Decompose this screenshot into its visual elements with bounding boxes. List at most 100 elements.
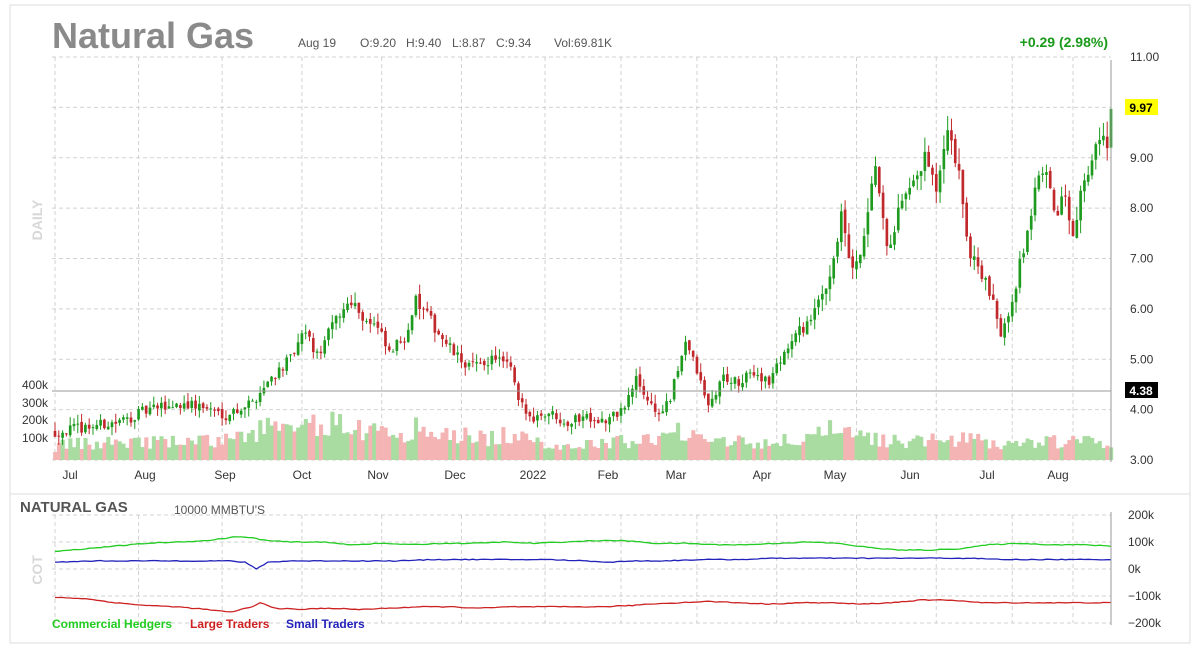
candle-body	[577, 414, 581, 422]
volume-bar	[140, 447, 145, 460]
time-tick-label: Nov	[367, 468, 388, 482]
candle-body	[327, 328, 330, 341]
volume-bar	[505, 442, 510, 460]
volume-bar	[429, 431, 434, 460]
volume-bar	[615, 436, 620, 460]
volume-bar	[748, 443, 753, 460]
volume-bar	[717, 438, 722, 460]
volume-bar	[60, 439, 65, 460]
candle-body	[820, 293, 824, 300]
volume-bar	[129, 438, 134, 460]
candle-body	[384, 330, 387, 347]
candle-body	[995, 300, 999, 319]
volume-bar	[269, 425, 274, 460]
candle-body	[953, 138, 957, 164]
candle-body	[1033, 187, 1037, 216]
volume-bar	[1090, 437, 1095, 460]
candle-body	[600, 418, 604, 423]
volume-bar	[121, 443, 126, 460]
candle-body	[425, 308, 429, 311]
volume-bar	[197, 435, 202, 460]
volume-bar	[189, 440, 194, 460]
candle-body	[528, 411, 532, 417]
candle-body	[198, 403, 201, 411]
candle-body	[171, 407, 175, 409]
candle-body	[608, 417, 611, 425]
volume-bar	[186, 437, 191, 460]
candle-body	[243, 407, 247, 410]
volume-bar	[182, 445, 187, 460]
volume-bar	[820, 435, 825, 460]
volume-bar	[394, 437, 400, 460]
volume-bar	[676, 422, 681, 460]
candle-body	[836, 241, 839, 257]
candle-body	[547, 413, 551, 417]
candle-body	[463, 362, 467, 368]
volume-bar	[277, 430, 282, 460]
volume-bar	[421, 426, 426, 460]
candle-body	[254, 401, 258, 403]
candle-body	[615, 411, 619, 417]
candle-body	[448, 343, 452, 345]
volume-bar	[56, 442, 61, 460]
candle-body	[748, 372, 752, 374]
volume-bar	[227, 438, 232, 460]
candle-body	[858, 254, 862, 264]
volume-bar	[254, 441, 259, 460]
candle-body	[680, 355, 684, 372]
candle-body	[817, 299, 820, 308]
price-tick-label: 6.00	[1130, 302, 1154, 316]
last-price-badge: 9.97	[1125, 99, 1158, 115]
candle-body	[539, 413, 543, 416]
volume-bar	[258, 420, 263, 460]
candle-body	[209, 408, 213, 410]
candle-body	[122, 417, 125, 420]
candle-body	[1067, 196, 1071, 221]
candle-body	[406, 329, 410, 343]
volume-bar	[474, 441, 479, 460]
volume-bar	[349, 434, 354, 460]
candle-body	[950, 130, 953, 141]
volume-bar	[436, 439, 441, 460]
price-tick-label: 5.00	[1130, 352, 1154, 366]
volume-bar	[630, 441, 635, 460]
volume-bar	[360, 440, 365, 460]
candle-body	[794, 333, 798, 343]
candle-body	[991, 294, 995, 300]
candle-body	[410, 315, 414, 331]
candle-body	[908, 187, 912, 195]
volume-bar	[326, 435, 331, 460]
candle-body	[372, 323, 376, 325]
volume-bar	[1021, 442, 1026, 460]
volume-bar	[588, 440, 593, 460]
volume-bar	[755, 442, 760, 460]
candle-body	[460, 353, 463, 363]
candle-body	[813, 308, 817, 320]
candle-body	[665, 401, 668, 413]
volume-bar	[869, 444, 874, 460]
candle-body	[84, 424, 87, 433]
chart-title: Natural Gas	[52, 15, 254, 56]
volume-bar	[752, 448, 757, 460]
candle-body	[236, 409, 239, 413]
candle-body	[699, 372, 703, 381]
volume-bar	[246, 433, 251, 460]
candle-body	[365, 320, 368, 322]
volume-bar	[865, 432, 871, 460]
volume-bar	[721, 437, 726, 460]
volume-bar	[581, 448, 586, 460]
candle-body	[467, 362, 471, 367]
candle-body	[479, 362, 482, 364]
candle-body	[900, 200, 904, 209]
volume-bar	[683, 440, 688, 460]
volume-bar	[482, 434, 487, 460]
candle-body	[148, 407, 152, 415]
candle-body	[828, 276, 832, 290]
volume-bar	[205, 434, 210, 460]
date-label: Aug 19	[298, 36, 336, 50]
volume-bar	[451, 430, 457, 460]
period-label: DAILY	[29, 199, 45, 240]
open-value: O:9.20	[360, 36, 396, 50]
volume-bar	[786, 443, 791, 460]
candle-body	[118, 419, 121, 424]
